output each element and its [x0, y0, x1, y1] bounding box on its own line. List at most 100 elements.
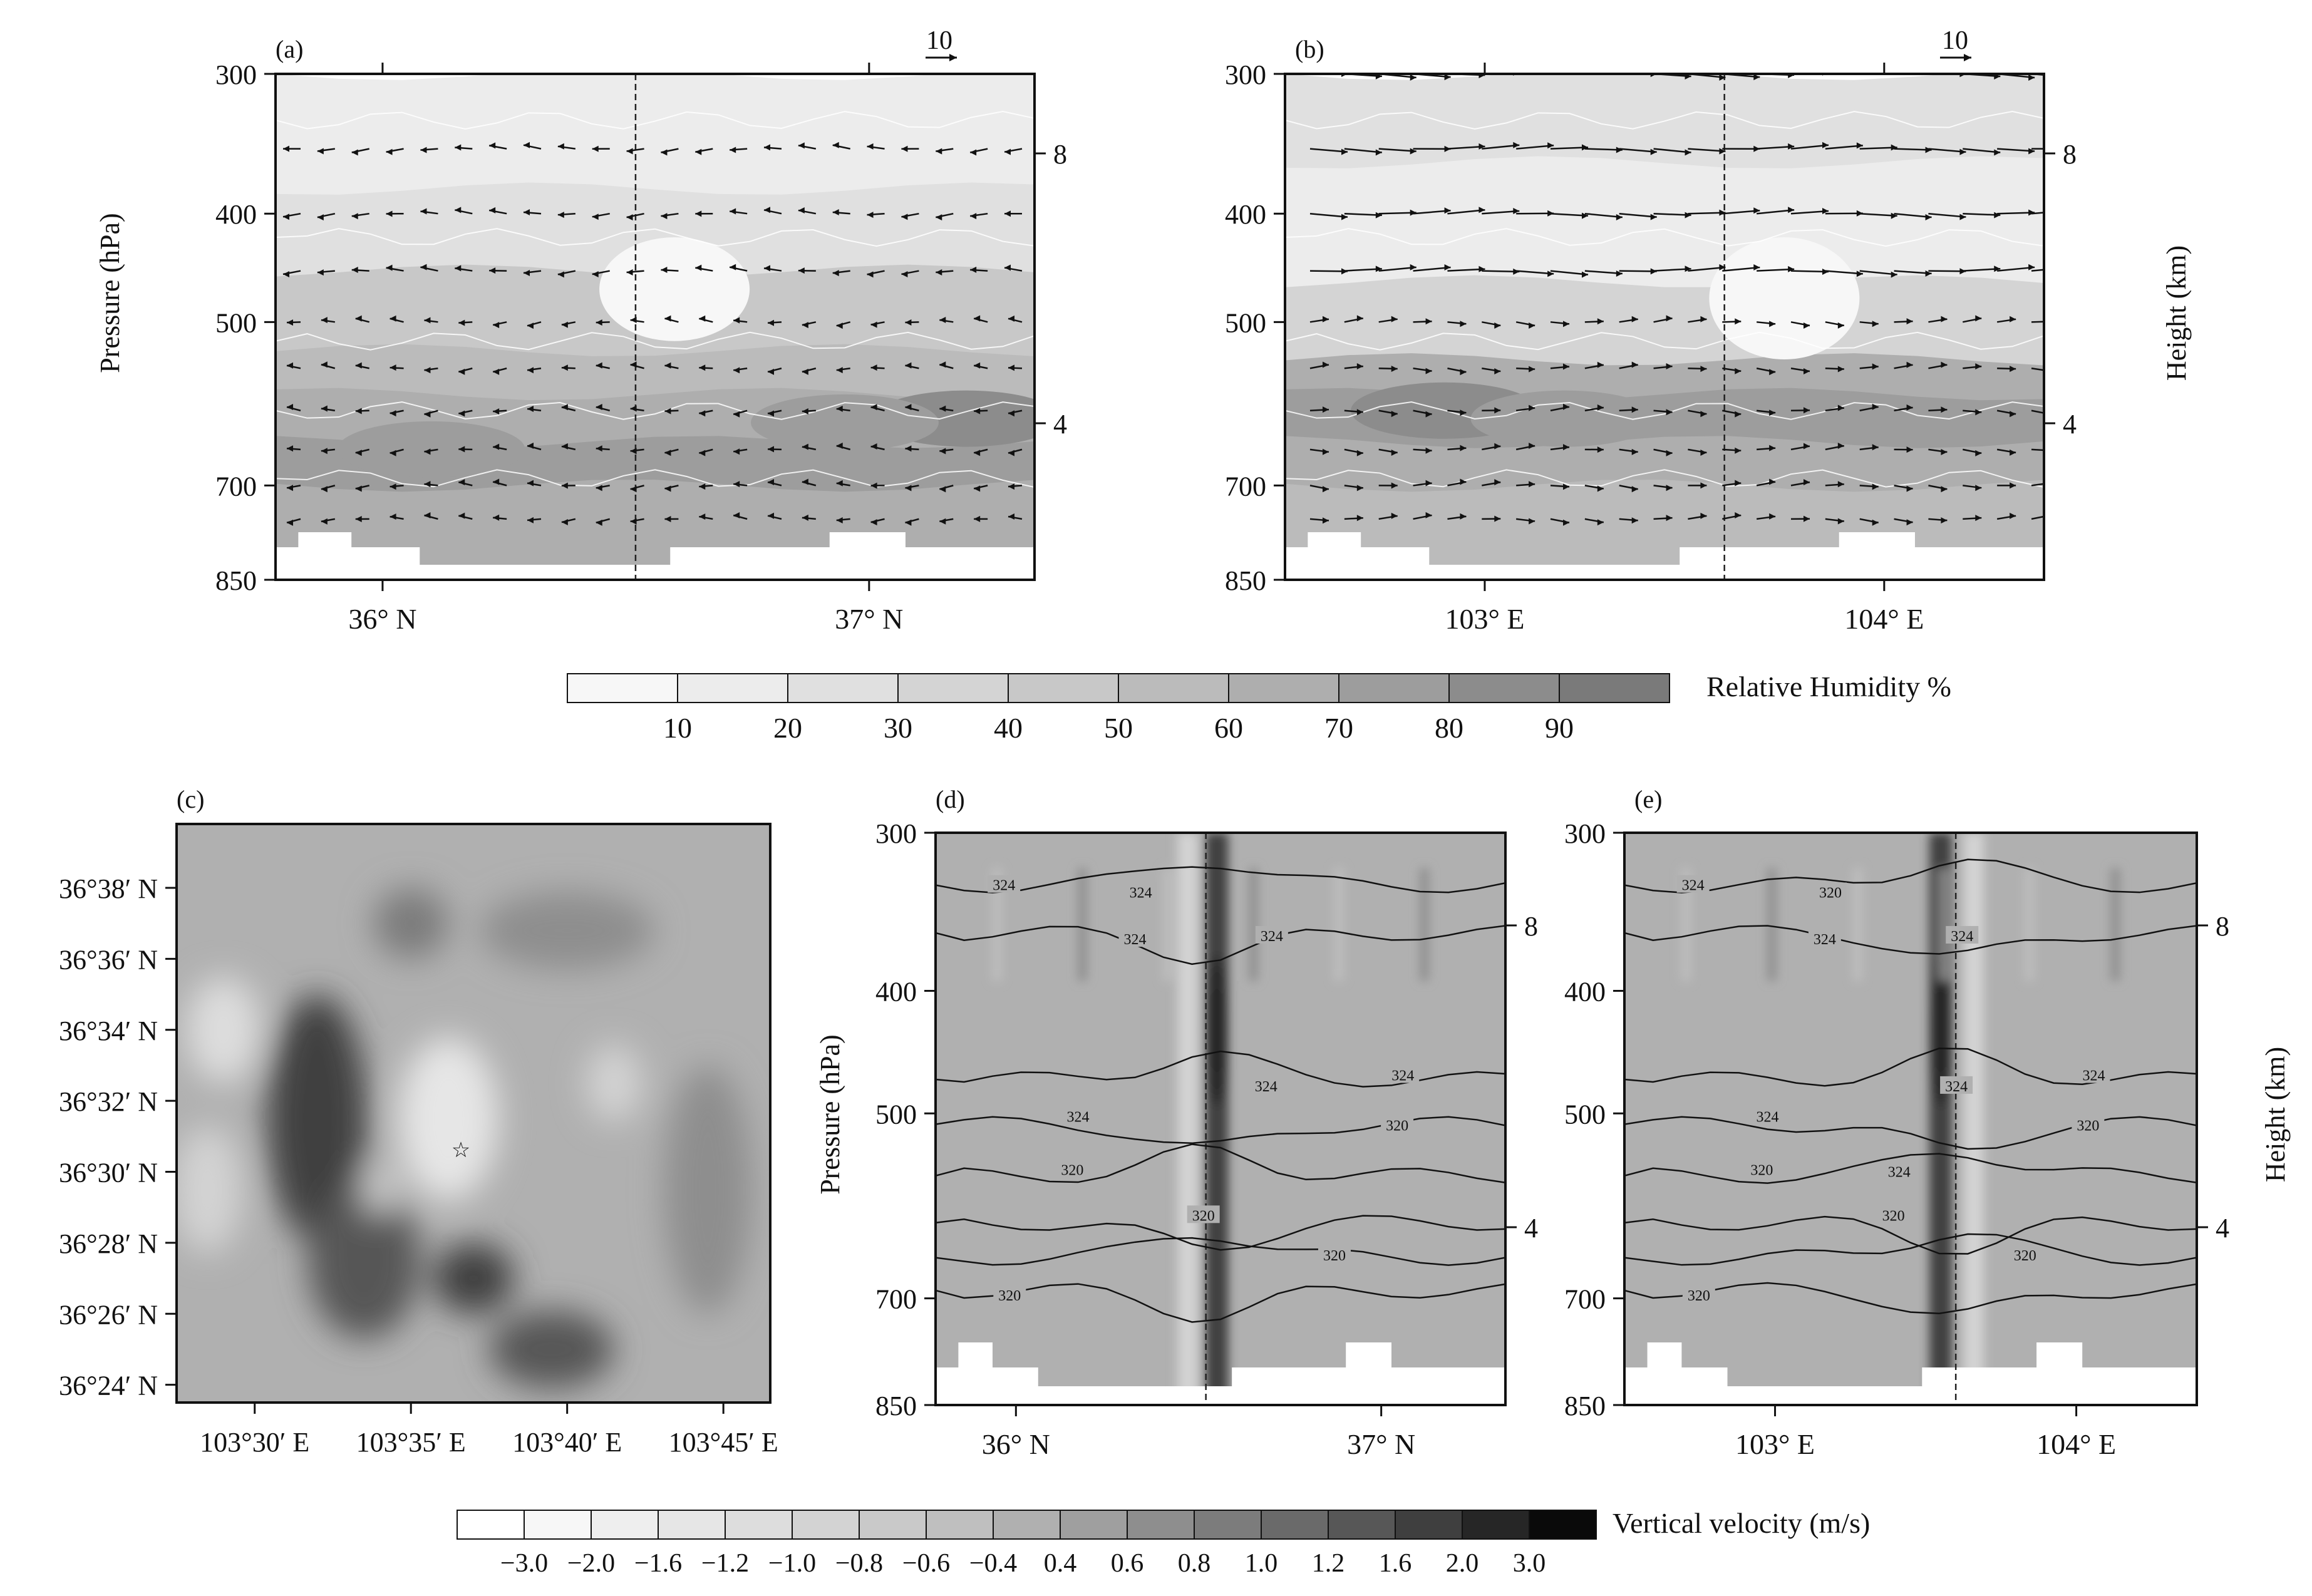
- wind-vector-head: [836, 517, 843, 523]
- velocity-streak: [1853, 868, 1862, 981]
- wind-vector-head: [664, 515, 671, 522]
- wind-vector-head: [1837, 443, 1844, 450]
- panel-d-latitude-ticks: 36° N 37° N: [982, 1405, 1415, 1460]
- wind-vector-head: [1994, 74, 2001, 80]
- pressure-tick-label: 400: [875, 976, 917, 1007]
- wind-vector-head: [936, 148, 942, 155]
- wind-vector-head: [1925, 214, 1932, 221]
- wind-vector-head: [2028, 209, 2035, 216]
- terrain-mask: [1624, 1342, 2197, 1405]
- wind-vector-head: [664, 485, 671, 492]
- updraft-max: [1931, 955, 1951, 1106]
- pressure-tick-label: 700: [1225, 471, 1266, 502]
- rh-contour-line: [1285, 228, 2044, 247]
- wind-vector-head: [832, 142, 839, 148]
- wind-vector-head: [1769, 513, 1776, 520]
- wind-vector-head: [1323, 361, 1329, 368]
- panel-c-frame: [175, 823, 772, 1404]
- wind-vector-head: [798, 267, 805, 274]
- wind-vector-head: [493, 478, 500, 485]
- wind-vector-head: [1425, 411, 1432, 418]
- velocity-cell: [361, 1165, 399, 1215]
- velocity-cell: [433, 1242, 514, 1314]
- wind-vector-head: [798, 207, 805, 214]
- wind-vector-head: [1460, 445, 1467, 451]
- panel-b-pressure-ticks: 300 400 500 700 850: [1225, 59, 1285, 596]
- wind-vector-head: [455, 144, 462, 151]
- velocity-streak: [1767, 868, 1777, 981]
- wind-vector-head: [1425, 480, 1432, 487]
- wind-vector-head: [287, 319, 293, 326]
- vv-colorbar-tick-label: −1.2: [701, 1549, 749, 1578]
- wind-vector-head: [524, 209, 530, 215]
- pressure-tick-label: 300: [1564, 818, 1606, 849]
- rh-contour-line: [1285, 110, 2044, 130]
- wind-vector-head: [596, 519, 602, 526]
- isentrope-label-bg: [2072, 1115, 2105, 1133]
- wind-vector-head: [1616, 147, 1623, 153]
- wind-vector-head: [905, 404, 912, 411]
- wind-vector-head: [1856, 270, 1863, 277]
- wind-vector-head: [1356, 315, 1363, 322]
- wind-vector-head: [489, 207, 496, 214]
- isentrope-label: 324: [1888, 1164, 1911, 1180]
- panel-a-wind-vectors: [282, 142, 1023, 526]
- wind-vector-head: [561, 443, 568, 450]
- terrain-mask: [936, 1342, 1505, 1405]
- isentrope-label: 320: [1819, 885, 1842, 902]
- wind-vector-head: [283, 214, 289, 220]
- wind-vector-head: [2010, 366, 2016, 373]
- wind-vector-head: [524, 270, 530, 277]
- wind-vector-head: [355, 408, 362, 414]
- wind-vector-head: [283, 145, 289, 152]
- wind-vector-head: [390, 315, 396, 322]
- isentrope-label-bg: [1940, 1076, 1973, 1094]
- wind-vector-head: [1529, 404, 1535, 411]
- wind-vector-head: [1479, 207, 1485, 214]
- wind-vector-head: [1460, 409, 1467, 416]
- wind-vector-head: [1425, 368, 1432, 374]
- wind-vector-head: [764, 144, 770, 151]
- wind-vector-head: [939, 448, 946, 455]
- panel-a-frame: [274, 73, 1036, 581]
- wind-vector-head: [1375, 149, 1382, 156]
- isentrope-label-bg: [2077, 1065, 2110, 1083]
- wind-vector-head: [1008, 450, 1014, 456]
- height-tick-label: 4: [1524, 1213, 1538, 1243]
- wind-vector-head: [1513, 142, 1520, 148]
- wind-vector-head: [1804, 479, 1810, 486]
- isentrope-line: [936, 925, 1505, 965]
- wind-vector-head: [424, 367, 431, 374]
- wind-vector-head: [1650, 148, 1657, 155]
- wind-vector-head: [458, 479, 465, 486]
- wind-vector-head: [1735, 512, 1742, 518]
- pressure-tick-label: 300: [875, 818, 917, 849]
- relative-humidity-colorbar-boxes: [567, 673, 1670, 703]
- wind-vector-head: [1460, 369, 1467, 376]
- pressure-tick-label: 400: [215, 199, 257, 230]
- wind-vector-head: [836, 480, 843, 487]
- vv-colorbar-box: [1328, 1510, 1396, 1540]
- wind-vector-head: [1597, 361, 1604, 368]
- rh-colorbar-tick-label: 70: [1324, 712, 1353, 744]
- wind-vector-head: [557, 212, 564, 219]
- latitude-tick-label: 36°32′ N: [59, 1086, 158, 1117]
- panel-c-velocity-cells: [177, 888, 752, 1389]
- wind-vector-head: [1391, 316, 1398, 322]
- wind-vector-head: [1563, 444, 1569, 451]
- wind-vector-head: [1685, 149, 1691, 156]
- longitude-tick-label: 103°40′ E: [512, 1427, 622, 1458]
- wind-vector-head: [1631, 448, 1638, 455]
- panel-b-reference-vector-label: 10: [1942, 26, 1968, 55]
- pressure-tick-label: 850: [1564, 1391, 1606, 1421]
- wind-vector-head: [1666, 515, 1673, 522]
- isentrope-label: 320: [1192, 1208, 1215, 1224]
- wind-vector-head: [1925, 270, 1932, 277]
- wind-vector-head: [939, 316, 946, 323]
- wind-vector-head: [630, 486, 637, 493]
- wind-vector-head: [1700, 512, 1707, 519]
- pressure-tick-label: 700: [1564, 1284, 1606, 1315]
- wind-vector-head: [733, 317, 740, 324]
- wind-vector-head: [630, 361, 637, 368]
- wind-vector-head: [867, 212, 874, 219]
